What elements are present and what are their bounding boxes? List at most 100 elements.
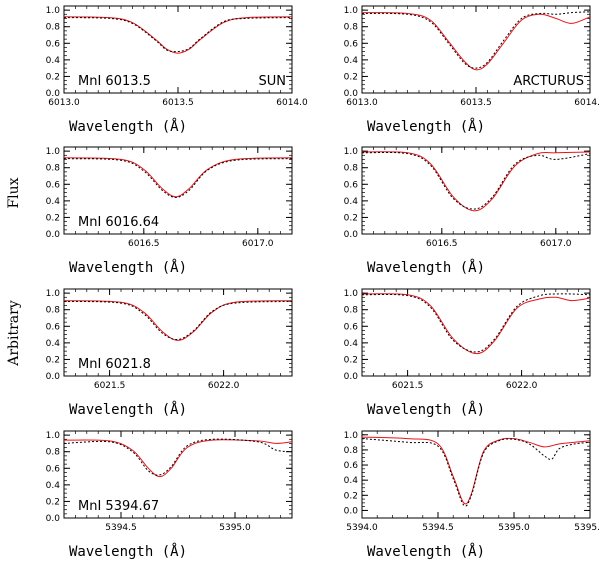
observed-spectrum-line — [63, 17, 293, 53]
y-tick-label: 1.0 — [344, 6, 359, 16]
y-tick-label: 0.4 — [46, 339, 61, 349]
observed-spectrum-line — [361, 293, 591, 353]
spectrum-panel: 5394.0 5394.5 5395.0 5395.5 0.0 0.2 0.4 0.6 0.8 1… — [344, 430, 600, 560]
synthetic-spectrum-line — [361, 151, 591, 212]
x-tick-label: 6013.0 — [346, 98, 378, 108]
y-tick-label: 1.0 — [46, 289, 61, 299]
y-tick-label: 0.2 — [344, 72, 358, 82]
observed-spectrum-line — [63, 158, 293, 199]
y-tick-label: 0.4 — [46, 197, 61, 207]
y-tick-label: 1.0 — [46, 147, 61, 157]
plot-frame — [361, 430, 591, 519]
x-tick-label: 6014.0 — [276, 98, 308, 108]
y-tick-label: 0.2 — [344, 355, 358, 365]
x-tick-label: 6022.0 — [208, 381, 240, 391]
y-tick-label: 0.4 — [344, 476, 359, 486]
y-tick-label: 0.2 — [46, 213, 60, 223]
y-tick-label: 0.0 — [344, 230, 359, 240]
y-tick-label: 0.0 — [46, 514, 61, 524]
x-tick-label: 6021.5 — [392, 381, 424, 391]
x-tick-label: 6022.0 — [506, 381, 538, 391]
spectrum-panel: 6013.0 6013.5 6014.0 0.0 0.2 0.4 0.6 0.8 1.0 ARCT… — [344, 5, 600, 135]
x-tick-label: 6021.5 — [94, 381, 126, 391]
x-tick-label: 6013.5 — [460, 98, 492, 108]
x-axis-title: Wavelength (Å) — [69, 118, 187, 135]
x-tick-label: 5394.5 — [422, 523, 454, 533]
y-tick-label: 0.8 — [344, 446, 359, 456]
synthetic-spectrum-line — [63, 439, 293, 478]
line-label: MnI 6016.64 — [78, 215, 159, 230]
spectrum-panel: 6016.5 6017.0 0.0 0.2 0.4 0.6 0.8 1.0 Wavelength… — [344, 146, 591, 276]
y-tick-label: 0.0 — [46, 89, 61, 99]
x-axis-title: Wavelength (Å) — [367, 118, 485, 135]
synthetic-spectrum-line — [361, 436, 591, 505]
x-tick-label: 5394.5 — [105, 523, 137, 533]
synthetic-spectrum-line — [361, 12, 591, 71]
x-axis-title: Wavelength (Å) — [367, 401, 485, 418]
y-tick-label: 0.4 — [344, 197, 359, 207]
x-axis-title: Wavelength (Å) — [367, 543, 485, 560]
observed-spectrum-line — [63, 300, 293, 341]
observed-spectrum-line — [361, 438, 591, 507]
y-axis-label-arbitrary: Arbitrary — [6, 300, 22, 367]
observed-spectrum-line — [63, 438, 293, 476]
y-tick-label: 0.8 — [344, 164, 359, 174]
y-tick-label: 0.2 — [46, 497, 60, 507]
spectrum-panel: 6021.5 6022.0 0.0 0.2 0.4 0.6 0.8 1.0 MnI 6021.8… — [46, 288, 293, 418]
y-tick-label: 0.0 — [344, 89, 359, 99]
y-tick-label: 0.6 — [344, 39, 359, 49]
y-tick-label: 0.8 — [46, 448, 61, 458]
x-axis-title: Wavelength (Å) — [69, 259, 187, 276]
y-tick-label: 0.2 — [344, 213, 358, 223]
x-tick-label: 5395.0 — [219, 523, 251, 533]
y-tick-label: 0.0 — [344, 506, 359, 516]
y-tick-label: 0.2 — [46, 355, 60, 365]
synthetic-spectrum-line — [63, 157, 293, 198]
y-tick-label: 0.4 — [46, 56, 61, 66]
spectrum-panel: 5394.5 5395.0 0.0 0.2 0.4 0.6 0.8 1.0 MnI 5394.6… — [46, 430, 293, 560]
y-tick-label: 1.0 — [46, 6, 61, 16]
x-tick-label: 6013.5 — [162, 98, 194, 108]
plot-frame — [361, 288, 591, 377]
y-tick-label: 0.0 — [46, 372, 61, 382]
spectrum-panel: 6016.5 6017.0 0.0 0.2 0.4 0.6 0.8 1.0 MnI 6016.6… — [46, 146, 293, 276]
y-tick-label: 0.4 — [344, 56, 359, 66]
x-tick-label: 5395.5 — [574, 523, 600, 533]
y-tick-label: 0.0 — [344, 372, 359, 382]
plot-frame — [361, 146, 591, 235]
synthetic-spectrum-line — [63, 300, 293, 341]
spectrum-panel: 6021.5 6022.0 0.0 0.2 0.4 0.6 0.8 1.0 Wavelength… — [344, 288, 591, 418]
y-tick-label: 1.0 — [344, 289, 359, 299]
y-tick-label: 0.8 — [46, 164, 61, 174]
x-tick-label: 6017.0 — [540, 239, 572, 249]
y-tick-label: 0.6 — [344, 461, 359, 471]
y-tick-label: 0.6 — [344, 180, 359, 190]
synthetic-spectrum-line — [63, 16, 293, 54]
y-tick-label: 0.8 — [344, 306, 359, 316]
x-tick-label: 5395.0 — [498, 523, 530, 533]
x-tick-label: 6016.5 — [128, 239, 160, 249]
y-axis-label-flux: Flux — [6, 177, 22, 208]
y-tick-label: 0.0 — [46, 230, 61, 240]
star-label: SUN — [259, 74, 287, 89]
observed-spectrum-line — [361, 11, 591, 69]
y-tick-label: 1.0 — [344, 431, 359, 441]
y-tick-label: 0.6 — [46, 180, 61, 190]
line-label: MnI 6021.8 — [78, 357, 151, 372]
y-tick-label: 0.2 — [46, 72, 60, 82]
panels: 6013.0 6013.5 6014.0 0.0 0.2 0.4 0.6 0.8 1.0 MnI … — [46, 5, 600, 560]
y-tick-label: 0.8 — [46, 23, 61, 33]
y-tick-label: 1.0 — [46, 431, 61, 441]
y-tick-label: 0.4 — [344, 339, 359, 349]
y-tick-label: 0.6 — [344, 322, 359, 332]
x-tick-label: 6017.0 — [242, 239, 274, 249]
x-tick-label: 6016.5 — [426, 239, 458, 249]
line-label: MnI 5394.67 — [78, 499, 159, 514]
x-axis-title: Wavelength (Å) — [69, 543, 187, 560]
x-tick-label: 5394.0 — [346, 523, 378, 533]
x-tick-label: 6014.0 — [574, 98, 600, 108]
y-tick-label: 0.6 — [46, 322, 61, 332]
observed-spectrum-line — [361, 151, 591, 210]
synthetic-spectrum-line — [361, 293, 591, 355]
